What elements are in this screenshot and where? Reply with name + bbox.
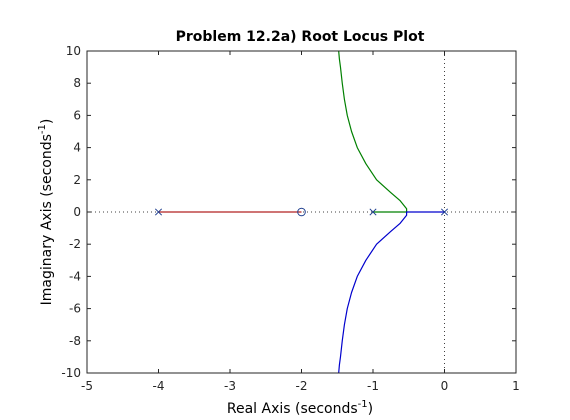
- x-tick-label: -3: [224, 379, 236, 393]
- pole-zero-markers: [154, 207, 449, 217]
- y-tick-label: 6: [73, 108, 81, 122]
- x-tick-label: -4: [153, 379, 165, 393]
- y-tick-label: 2: [73, 173, 81, 187]
- y-tick-label: 0: [73, 205, 81, 219]
- locus-branch-3: [338, 211, 445, 374]
- y-tick-label: -10: [61, 366, 81, 380]
- pole-marker-2: [369, 208, 377, 216]
- y-tick-label: -6: [69, 302, 81, 316]
- x-axis-title: Real Axis (seconds-1): [227, 399, 373, 417]
- y-tick-label: 8: [73, 76, 81, 90]
- y-tick-label: 10: [66, 44, 81, 58]
- y-tick-label: 4: [73, 141, 81, 155]
- x-tick-label: 1: [512, 379, 520, 393]
- locus-branches: [158, 50, 445, 374]
- zero-marker-1: [297, 207, 306, 217]
- x-tick-label: 0: [441, 379, 449, 393]
- y-tick-label: -4: [69, 269, 81, 283]
- x-tick-label: -1: [367, 379, 379, 393]
- pole-marker-3: [440, 208, 449, 216]
- locus-branch-2: [338, 50, 408, 213]
- pole-marker-1: [154, 208, 163, 216]
- x-tick-label: -5: [81, 379, 93, 393]
- y-tick-label: -2: [69, 237, 81, 251]
- x-tick-label: -2: [296, 379, 308, 393]
- chart-title: Problem 12.2a) Root Locus Plot: [176, 29, 425, 45]
- y-tick-label: -8: [69, 334, 81, 348]
- axis-ticks: [86, 50, 517, 374]
- y-axis-title: Imaginary Axis (seconds-1): [37, 119, 55, 306]
